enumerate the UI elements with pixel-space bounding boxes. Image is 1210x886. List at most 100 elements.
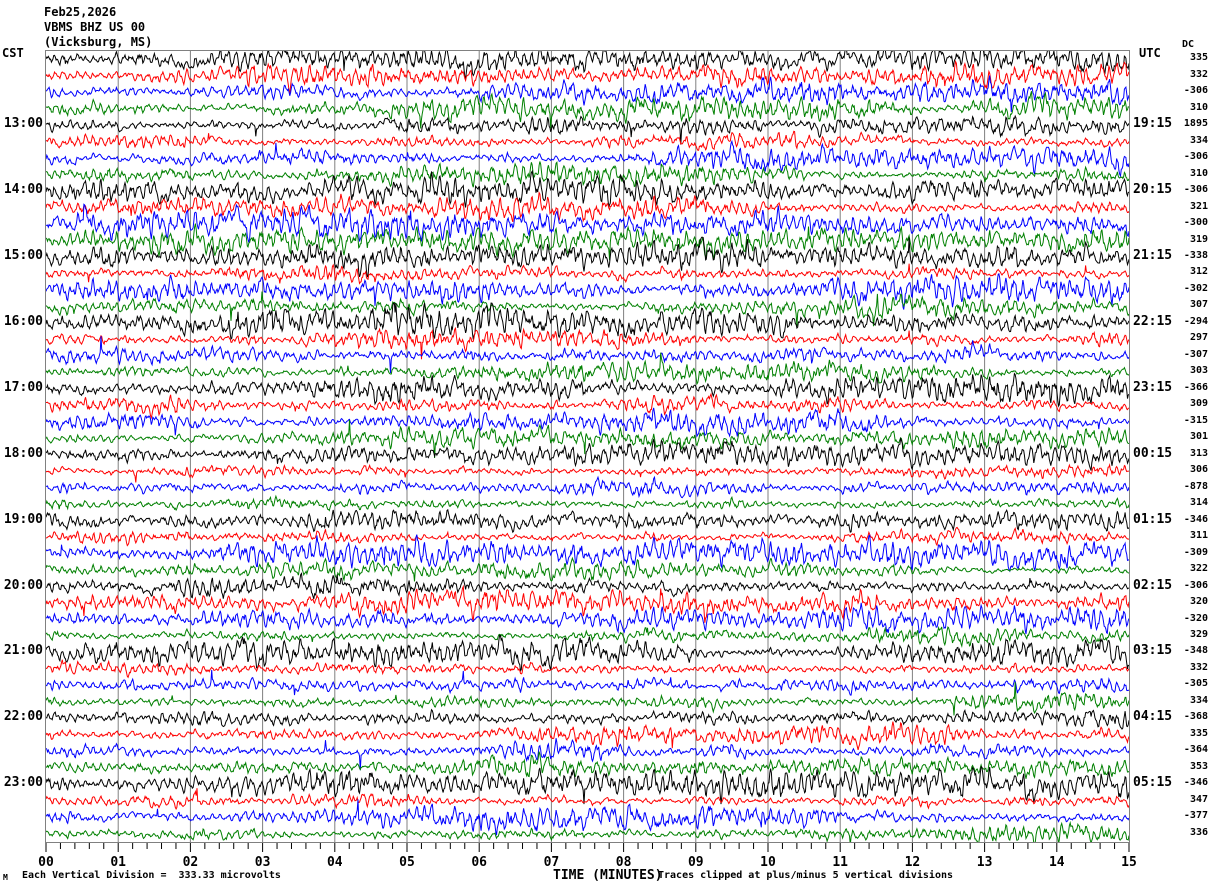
- trace-43: [46, 751, 1129, 779]
- trace-23: [46, 419, 1129, 459]
- dc-value: -302: [1183, 282, 1208, 294]
- trace-31: [46, 556, 1129, 582]
- trace-15: [46, 291, 1129, 327]
- trace-28: [46, 508, 1129, 534]
- cst-time-label: 22:00: [3, 709, 43, 725]
- trace-2: [46, 75, 1129, 113]
- x-tick-label: 13: [976, 855, 993, 870]
- footer-unit-marker: M: [3, 873, 8, 882]
- header-channel: VBMS BHZ US 00: [44, 20, 146, 34]
- footer-clip-note: Traces clipped at plus/minus 5 vertical …: [658, 870, 954, 881]
- trace-46: [46, 799, 1129, 836]
- trace-34: [46, 602, 1129, 635]
- utc-time-label: 20:15: [1133, 182, 1173, 198]
- dc-value: 297: [1189, 332, 1208, 344]
- dc-value: 301: [1189, 431, 1208, 443]
- trace-9: [46, 191, 1129, 223]
- dc-value: -305: [1183, 678, 1208, 690]
- dc-value: -346: [1183, 513, 1208, 525]
- trace-33: [46, 584, 1129, 623]
- x-tick-label: 01: [110, 855, 127, 870]
- x-tick-label: 02: [182, 855, 199, 870]
- dc-value: -346: [1183, 777, 1208, 789]
- dc-value: 332: [1189, 661, 1208, 673]
- trace-24: [46, 437, 1129, 471]
- trace-19: [46, 352, 1129, 386]
- x-tick-label: 10: [760, 855, 776, 870]
- dc-value: 310: [1189, 101, 1208, 113]
- x-tick-label: 09: [687, 855, 704, 870]
- trace-13: [46, 263, 1129, 285]
- cst-time-label: 17:00: [3, 379, 43, 395]
- dc-value: 336: [1189, 826, 1208, 838]
- cst-time-label: 23:00: [3, 775, 43, 791]
- dc-value: -320: [1183, 612, 1208, 624]
- trace-3: [46, 91, 1129, 129]
- footer-scale-note: Each Vertical Division = 333.33 microvol…: [22, 870, 281, 881]
- header-station: (Vicksburg, MS): [44, 35, 153, 49]
- trace-30: [46, 534, 1129, 573]
- dc-value: 309: [1189, 398, 1208, 410]
- trace-0: [46, 51, 1129, 81]
- utc-time-label: 04:15: [1133, 709, 1173, 725]
- trace-7: [46, 161, 1129, 188]
- utc-time-label: 19:15: [1133, 116, 1173, 132]
- dc-value: -338: [1183, 249, 1208, 261]
- trace-35: [46, 625, 1129, 648]
- trace-42: [46, 738, 1129, 771]
- dc-value: 334: [1189, 134, 1208, 146]
- trace-32: [46, 572, 1129, 600]
- axis-label-utc: UTC: [1139, 46, 1161, 60]
- dc-value: 335: [1189, 52, 1208, 64]
- utc-time-label: 03:15: [1133, 643, 1173, 659]
- trace-22: [46, 407, 1129, 438]
- dc-value: -307: [1183, 348, 1208, 360]
- trace-17: [46, 326, 1129, 360]
- trace-5: [46, 130, 1129, 151]
- utc-time-label: 22:15: [1133, 313, 1173, 329]
- utc-time-label: 21:15: [1133, 247, 1173, 263]
- dc-value: 307: [1189, 299, 1208, 311]
- dc-value: 347: [1189, 793, 1208, 805]
- x-tick-label: 04: [326, 855, 343, 870]
- dc-value: -366: [1183, 381, 1208, 393]
- trace-37: [46, 659, 1129, 679]
- trace-12: [46, 236, 1129, 278]
- dc-value: 303: [1189, 365, 1208, 377]
- cst-time-label: 18:00: [3, 445, 43, 461]
- cst-time-label: 20:00: [3, 577, 43, 593]
- trace-45: [46, 788, 1129, 810]
- x-tick-label: 06: [471, 855, 488, 870]
- dc-value: 313: [1189, 447, 1208, 459]
- dc-value: 329: [1189, 629, 1208, 640]
- trace-6: [46, 139, 1129, 178]
- dc-value: 1895: [1183, 118, 1208, 130]
- cst-time-label: 19:00: [3, 511, 43, 527]
- trace-27: [46, 494, 1129, 512]
- trace-8: [46, 170, 1129, 208]
- trace-44: [46, 765, 1129, 805]
- utc-time-label: 00:15: [1133, 445, 1173, 461]
- x-axis-ticks: [45, 843, 1130, 852]
- trace-25: [46, 463, 1129, 483]
- dc-value: -364: [1183, 744, 1208, 756]
- x-tick-label: 07: [543, 855, 560, 870]
- trace-21: [46, 392, 1129, 420]
- dc-value: -348: [1183, 645, 1208, 657]
- seismogram-plot[interactable]: [45, 50, 1130, 843]
- dc-value: -306: [1183, 184, 1208, 196]
- trace-47: [46, 820, 1129, 842]
- trace-41: [46, 721, 1129, 751]
- dc-value: -368: [1183, 711, 1208, 723]
- trace-20: [46, 372, 1129, 408]
- trace-10: [46, 203, 1129, 243]
- dc-value: 353: [1189, 760, 1208, 772]
- dc-value: -294: [1183, 315, 1208, 327]
- dc-value: 322: [1189, 563, 1208, 575]
- dc-value: 335: [1189, 727, 1208, 739]
- cst-time-label: 16:00: [3, 313, 43, 329]
- dc-value: -300: [1183, 217, 1208, 229]
- x-axis-title: TIME (MINUTES): [553, 868, 663, 883]
- dc-value: -377: [1183, 810, 1208, 822]
- utc-time-label: 23:15: [1133, 379, 1173, 395]
